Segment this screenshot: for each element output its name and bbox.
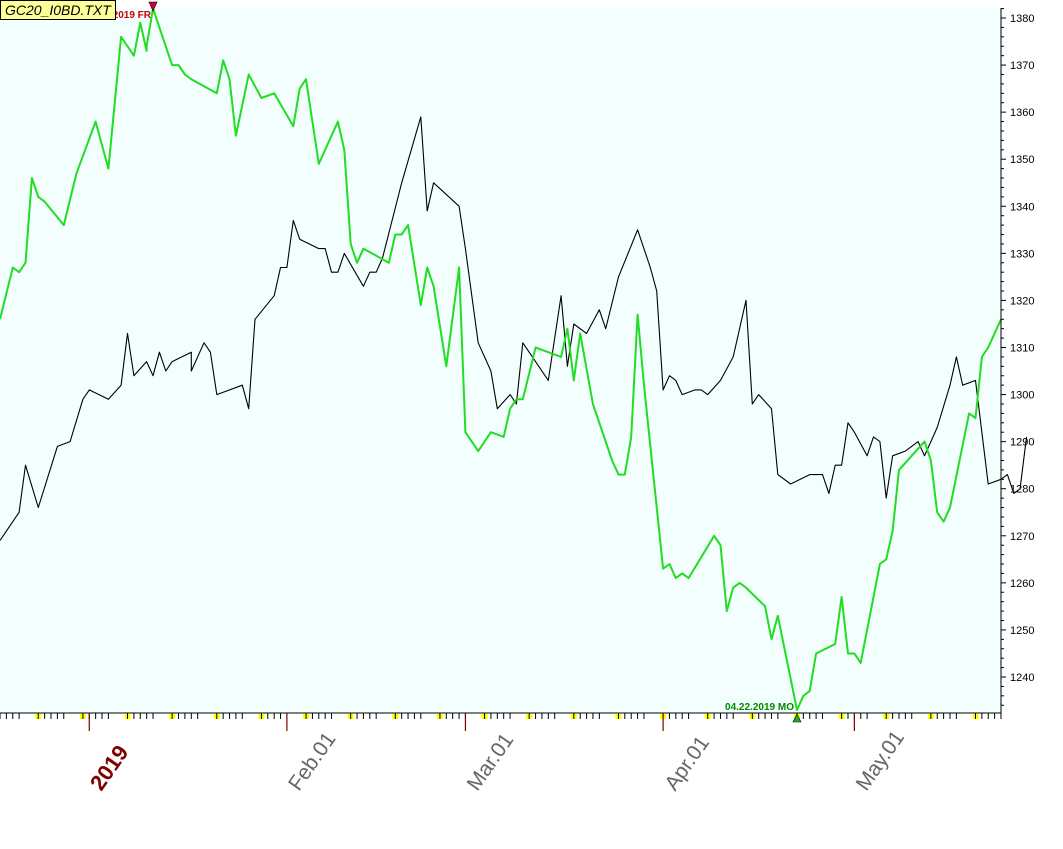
y-tick-label: 1260	[1010, 578, 1034, 590]
y-tick-label: 1350	[1010, 154, 1034, 166]
plot-background	[0, 8, 1001, 713]
x-axis: 2019 Feb.01 Mar.01 Apr.01 May.01	[0, 712, 1002, 795]
y-tick-label: 1340	[1010, 201, 1034, 213]
y-tick-label: 1280	[1010, 484, 1034, 496]
y-tick-label: 1380	[1010, 13, 1034, 25]
y-tick-label: 1270	[1010, 531, 1034, 543]
y-tick-label: 1320	[1010, 295, 1034, 307]
x-tick-label: 2019	[85, 740, 134, 794]
y-tick-label: 1310	[1010, 343, 1034, 355]
low-marker-arrow	[792, 713, 802, 723]
x-tick-label: Apr.01	[660, 732, 714, 795]
x-tick-label: May.01	[852, 727, 909, 795]
x-tick-label: Feb.01	[284, 728, 340, 795]
y-tick-label: 1250	[1010, 625, 1034, 637]
series-layer	[0, 7, 1028, 711]
x-tick-label: Mar.01	[463, 729, 519, 795]
series-line-primary	[0, 7, 1002, 711]
annotations: 01.11.2019 FR 04.22.2019 MO	[85, 1, 802, 723]
y-tick-label: 1370	[1010, 60, 1034, 72]
low-annotation-label: 04.22.2019 MO	[725, 702, 794, 713]
series-line-secondary	[0, 116, 1028, 541]
high-annotation-label: 01.11.2019 FR	[85, 10, 151, 21]
y-tick-label: 1330	[1010, 248, 1034, 260]
y-tick-label: 1360	[1010, 107, 1034, 119]
y-tick-label: 1300	[1010, 390, 1034, 402]
y-tick-label: 1240	[1010, 672, 1034, 684]
y-axis: 1240 1250 1260 1270 1280 1290 1300 1310 1320 1330…	[1000, 8, 1034, 713]
y-tick-label: 1290	[1010, 437, 1034, 449]
chart-title-badge[interactable]: GC20_I0BD.TXT	[0, 0, 116, 20]
high-marker-arrow	[148, 1, 158, 12]
